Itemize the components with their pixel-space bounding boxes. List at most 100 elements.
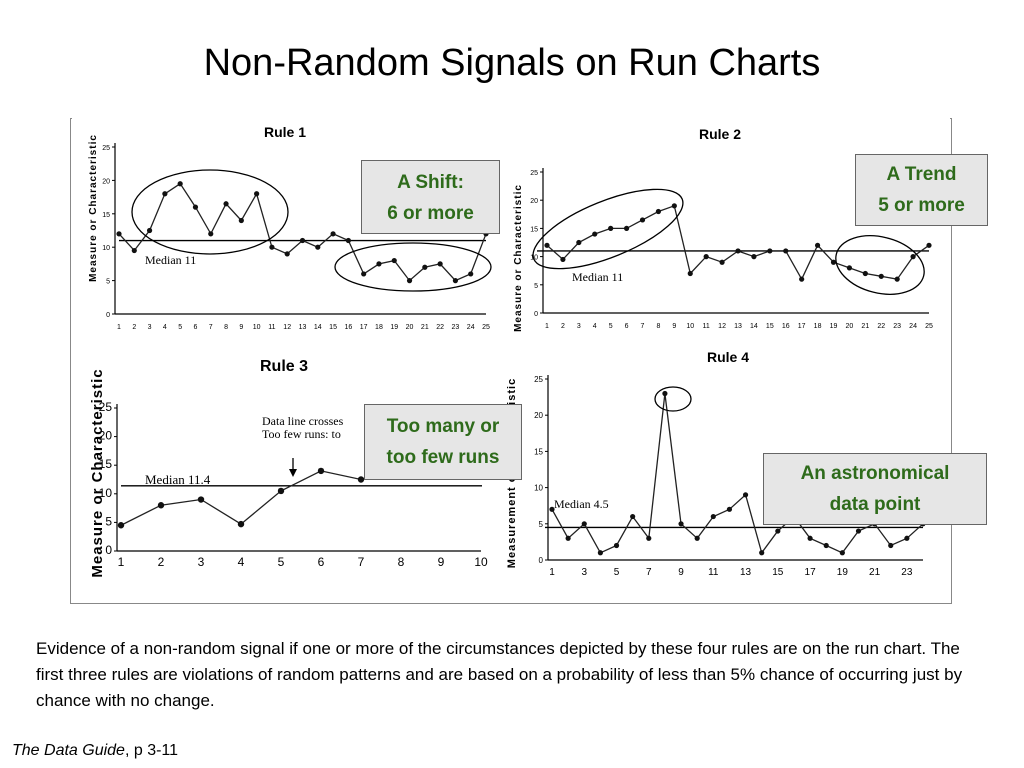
callout-runs: Too many or too few runs — [364, 404, 522, 480]
rule4-xtick-label: 23 — [901, 567, 913, 578]
callout-trend: A Trend 5 or more — [855, 154, 988, 226]
callout-trend-line1: A Trend — [886, 164, 957, 185]
rule1-ytick-label: 0 — [106, 312, 110, 319]
rule1-data-point — [284, 251, 290, 257]
rule2-ytick-label: 0 — [534, 311, 538, 318]
rule1-data-point — [254, 191, 260, 197]
rule1-xtick-label: 19 — [390, 324, 398, 331]
rule1-xtick-label: 2 — [132, 324, 136, 331]
rule2-data-point — [799, 276, 805, 282]
rule2-data-point — [767, 248, 773, 254]
rule2-xtick-label: 12 — [718, 323, 726, 330]
rule1-xtick-label: 16 — [344, 324, 352, 331]
rule1-data-point — [269, 244, 275, 250]
rule1-xtick-label: 4 — [163, 324, 167, 331]
rule2-data-point — [703, 254, 709, 260]
rule1-data-point — [361, 271, 367, 277]
rule4-data-point — [565, 535, 571, 541]
rule2-ytick-label: 20 — [530, 198, 538, 205]
rule2-data-point — [894, 276, 900, 282]
rule1-ytick-label: 25 — [102, 145, 110, 152]
rule1-data-point — [299, 237, 306, 244]
callout-runs-line1: Too many or — [386, 416, 500, 437]
rule2-data-point — [926, 242, 932, 248]
rule3-xtick-label: 6 — [318, 555, 325, 569]
rule1-xtick-label: 21 — [421, 324, 429, 331]
rule1-xtick-label: 23 — [452, 324, 460, 331]
rule1-xtick-label: 12 — [283, 324, 291, 331]
rule1-xtick-label: 18 — [375, 324, 383, 331]
rule2-xtick-label: 17 — [798, 323, 806, 330]
rule1-xtick-label: 24 — [467, 324, 475, 331]
rule3-ytick-label: 15 — [99, 457, 113, 471]
rule1-data-point — [468, 271, 474, 277]
rule1-xtick-label: 9 — [239, 324, 243, 331]
rule2-data-point — [608, 225, 614, 231]
rule3-ytick-label: 20 — [99, 429, 113, 443]
rule2-data-point — [862, 270, 868, 277]
rule2-xtick-label: 22 — [877, 323, 885, 330]
rule1-xtick-label: 7 — [209, 324, 213, 331]
rule1-data-point — [437, 261, 443, 267]
rule3-annotation-line: Too few runs: to — [262, 427, 341, 441]
rule3-xtick-label: 8 — [398, 555, 405, 569]
rule2-xtick-label: 4 — [593, 323, 597, 330]
rule1-xtick-label: 15 — [329, 324, 337, 331]
rule1-data-point — [330, 231, 336, 237]
rule2-data-point — [671, 203, 677, 209]
rule2-data-point — [560, 256, 566, 263]
rule1-data-point — [422, 264, 428, 270]
rule4-data-point — [710, 513, 716, 520]
rule1-data-point — [208, 231, 214, 237]
rule3-xtick-label: 4 — [238, 555, 245, 569]
rule3-xtick-label: 10 — [474, 555, 488, 569]
rule2-data-point — [655, 208, 662, 215]
rule1-data-point — [391, 257, 397, 264]
rule2-xtick-label: 14 — [750, 323, 758, 330]
rule1-xtick-label: 1 — [117, 324, 121, 331]
rule4-xtick-label: 15 — [772, 567, 784, 578]
rule2-data-point — [687, 270, 693, 277]
rule1-highlight-ellipse — [131, 169, 289, 255]
footer-text: Evidence of a non-random signal if one o… — [36, 639, 963, 710]
rule3-xtick-label: 5 — [278, 555, 285, 569]
rule2-xtick-label: 25 — [925, 323, 933, 330]
rule2-xtick-label: 9 — [672, 323, 676, 330]
rule3-data-point — [197, 496, 205, 503]
rule3-ylabel: Measure or Characteristic — [89, 368, 106, 577]
rule4-data-point — [904, 535, 910, 541]
rule3-data-point — [317, 467, 325, 475]
rule2-ytick-label: 15 — [530, 226, 538, 233]
rule4-xtick-label: 3 — [581, 567, 587, 578]
rule3-data-point — [357, 476, 365, 483]
rule1-ylabel: Measure or Characteristic — [88, 134, 99, 282]
callout-astro-line2: data point — [829, 494, 921, 515]
rule1-highlight-ellipse — [334, 242, 492, 292]
rule3-data-point — [157, 502, 165, 509]
rule4-series-line — [551, 393, 924, 555]
rule4-data-point — [742, 492, 749, 498]
rule1-data-point — [238, 217, 244, 224]
rule4-data-point — [775, 528, 781, 534]
rule1-xtick-label: 17 — [360, 324, 368, 331]
citation-page: , p 3-11 — [124, 742, 179, 759]
rule1-xtick-label: 11 — [268, 324, 275, 331]
rule4-data-point — [678, 521, 684, 527]
rule4-xtick-label: 19 — [837, 567, 849, 578]
rule4-ytick-label: 25 — [534, 375, 543, 384]
rule4-data-point — [549, 506, 555, 512]
rule2-xtick-label: 8 — [656, 323, 660, 330]
rule2-ytick-label: 25 — [530, 170, 538, 177]
rule4-xtick-label: 9 — [678, 567, 684, 578]
rule3-xtick-label: 9 — [438, 555, 445, 569]
rule1-data-point — [146, 227, 153, 234]
rule2-data-point — [783, 248, 789, 254]
rule2-ytick-label: 5 — [534, 283, 538, 290]
rule1-data-point — [376, 261, 382, 267]
rule1-xtick-label: 8 — [224, 324, 228, 331]
rule4-data-point — [630, 513, 636, 520]
rule4-xtick-label: 1 — [549, 567, 555, 578]
rule2-xtick-label: 10 — [686, 323, 694, 330]
rule1-xtick-label: 20 — [406, 324, 414, 331]
